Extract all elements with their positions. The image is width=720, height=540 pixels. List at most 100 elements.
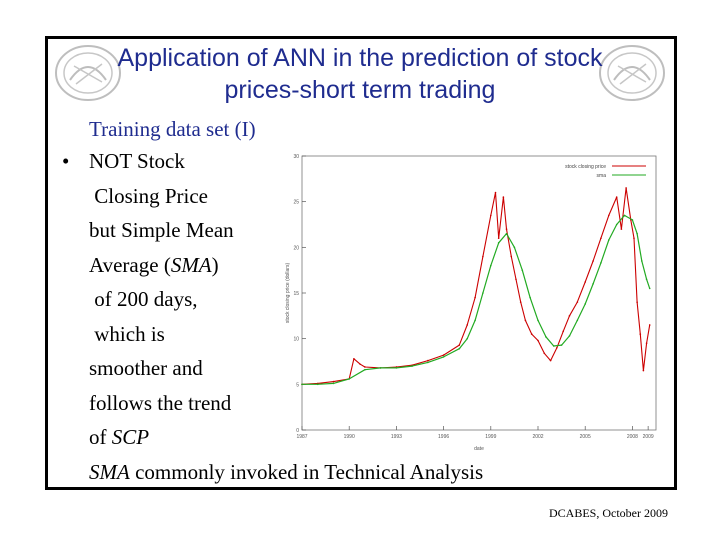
- stock-price-chart: 0 5 10 15 20 25 30 1987 1990 1993 1996 1999 2002 2005…: [285, 154, 657, 452]
- data-point: [641, 260, 643, 262]
- data-point: [576, 301, 579, 303]
- data-point: [552, 345, 555, 347]
- data-point: [648, 324, 651, 326]
- data-point: [636, 232, 638, 235]
- data-point: [458, 344, 461, 346]
- data-point: [395, 367, 398, 369]
- data-point: [411, 365, 413, 367]
- data-point: [364, 368, 366, 371]
- data-point: [510, 255, 513, 258]
- data-point: [608, 239, 610, 241]
- data-point: [537, 319, 539, 322]
- footer-note: DCABES, October 2009: [549, 506, 668, 520]
- data-point: [549, 359, 552, 362]
- data-point: [482, 292, 484, 294]
- data-point: [615, 223, 618, 226]
- data-point: [348, 378, 350, 380]
- data-point: [353, 357, 355, 360]
- title-line-2: prices-short term trading: [224, 76, 496, 104]
- y-tick-label: 5: [296, 382, 299, 388]
- x-tick-label: 1993: [391, 434, 402, 440]
- data-point: [524, 319, 527, 322]
- y-axis-label: stock closing price (dollars): [285, 263, 291, 324]
- slide-subtitle: Training data set (I): [89, 117, 256, 141]
- data-point: [301, 383, 303, 386]
- data-point: [592, 283, 594, 285]
- sma-note: SMA commonly invoked in Technical Analys…: [89, 455, 483, 490]
- legend-label: stock closing price: [565, 164, 606, 170]
- data-point: [584, 303, 586, 305]
- data-point: [359, 363, 362, 366]
- y-tick-label: 15: [293, 291, 299, 297]
- data-point: [648, 287, 651, 290]
- bullet-line: • NOT Stock: [62, 144, 234, 179]
- bullet-text: but Simple Mean: [89, 218, 234, 242]
- y-tick-label: 10: [293, 337, 299, 343]
- bullet-line: of 200 days,: [62, 282, 234, 317]
- data-point: [600, 237, 602, 239]
- x-tick-label: 2002: [532, 434, 543, 440]
- y-tick-label: 30: [293, 154, 299, 160]
- bullet-dot: •: [62, 149, 70, 173]
- data-point: [556, 347, 558, 349]
- bullet-line: Closing Price: [62, 179, 234, 214]
- data-point: [592, 260, 594, 262]
- data-point: [620, 228, 623, 230]
- data-point: [529, 296, 531, 299]
- bullet-list: • NOT Stock Closing Price but Simple Mean…: [62, 144, 234, 455]
- data-point: [482, 255, 484, 258]
- plot-area: [301, 155, 657, 431]
- sma-note-italic: SMA: [89, 460, 130, 484]
- data-point: [645, 342, 648, 345]
- data-point: [625, 187, 627, 189]
- bullet-line: follows the trend: [62, 386, 234, 421]
- data-point: [442, 354, 445, 356]
- x-tick-label: 2005: [580, 434, 591, 440]
- data-point: [584, 281, 586, 283]
- data-point: [490, 214, 492, 217]
- bullet-line: Average (SMA): [62, 248, 234, 283]
- data-point: [543, 352, 546, 355]
- bullet-line: but Simple Mean: [62, 213, 234, 248]
- data-point: [623, 214, 626, 217]
- bullet-text: follows the trend: [89, 390, 232, 415]
- data-point: [332, 382, 335, 385]
- bullet-line: smoother and: [62, 351, 234, 386]
- legend-label: sma: [597, 173, 607, 179]
- data-point: [636, 301, 638, 303]
- data-point: [642, 369, 645, 372]
- data-point: [427, 359, 429, 362]
- data-point: [497, 237, 500, 239]
- x-tick-label: 1990: [344, 434, 355, 440]
- bullet-text: which is: [89, 321, 165, 346]
- data-point: [568, 335, 571, 337]
- university-seal-left-icon: [55, 45, 121, 101]
- data-point: [502, 196, 505, 198]
- data-point: [608, 214, 610, 217]
- data-point: [474, 296, 476, 299]
- bullet-text: Average (SMA): [89, 252, 219, 277]
- data-point: [466, 337, 468, 340]
- data-point: [545, 336, 547, 338]
- data-point: [379, 367, 382, 369]
- data-point: [513, 246, 516, 249]
- data-point: [639, 333, 642, 335]
- x-axis-label: date: [474, 446, 484, 452]
- data-point: [600, 262, 602, 264]
- x-tick-label: 1996: [438, 434, 449, 440]
- data-point: [364, 366, 366, 368]
- data-point: [515, 278, 517, 281]
- data-point: [537, 339, 539, 342]
- x-tick-label: 2008: [627, 434, 638, 440]
- bullet-text: of 200 days,: [89, 287, 198, 311]
- x-tick-label: 1987: [296, 434, 307, 440]
- data-point: [505, 232, 508, 235]
- y-tick-label: 20: [293, 245, 299, 251]
- y-tick-label: 0: [296, 428, 299, 434]
- data-point: [521, 269, 524, 271]
- y-tick-label: 25: [293, 200, 299, 206]
- data-point: [490, 264, 492, 267]
- data-point: [576, 319, 579, 322]
- bullet-line: which is: [62, 317, 234, 352]
- sma-note-rest: commonly invoked in Technical Analysis: [129, 460, 484, 484]
